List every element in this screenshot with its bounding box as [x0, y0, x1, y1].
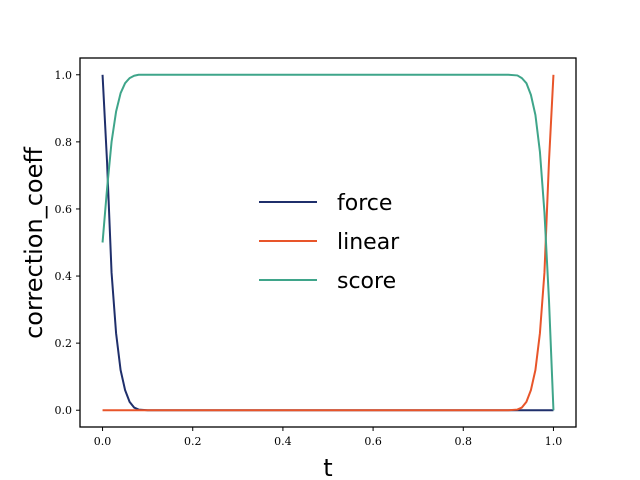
- x-tick-label: 1.0: [545, 435, 563, 448]
- x-axis-ticks: 0.0 0.2 0.4 0.6 0.8 1.0: [94, 427, 562, 448]
- legend-label-linear: linear: [337, 230, 400, 255]
- y-axis-ticks: 0.0 0.2 0.4 0.6 0.8 1.0: [55, 69, 80, 417]
- legend: force linear score: [259, 191, 400, 294]
- x-tick-label: 0.6: [364, 435, 382, 448]
- plot-frame: [79, 57, 577, 428]
- y-tick-label: 0.0: [55, 404, 73, 417]
- y-tick-label: 1.0: [55, 69, 73, 82]
- x-axis-label: t: [323, 454, 332, 480]
- x-tick-label: 0.0: [94, 435, 112, 448]
- x-tick-label: 0.2: [184, 435, 202, 448]
- y-axis-label: correction_coeff: [20, 147, 48, 339]
- legend-label-score: score: [337, 269, 396, 294]
- y-tick-label: 0.8: [55, 136, 73, 149]
- y-tick-label: 0.2: [55, 337, 73, 350]
- x-tick-label: 0.4: [274, 435, 292, 448]
- series-line-score: [101, 73, 555, 411]
- series-line-linear: [102, 74, 555, 412]
- x-tick-label: 0.8: [455, 435, 473, 448]
- legend-label-force: force: [337, 191, 392, 216]
- y-tick-label: 0.4: [55, 270, 73, 283]
- series-lines: [101, 73, 555, 412]
- y-tick-label: 0.6: [55, 203, 73, 216]
